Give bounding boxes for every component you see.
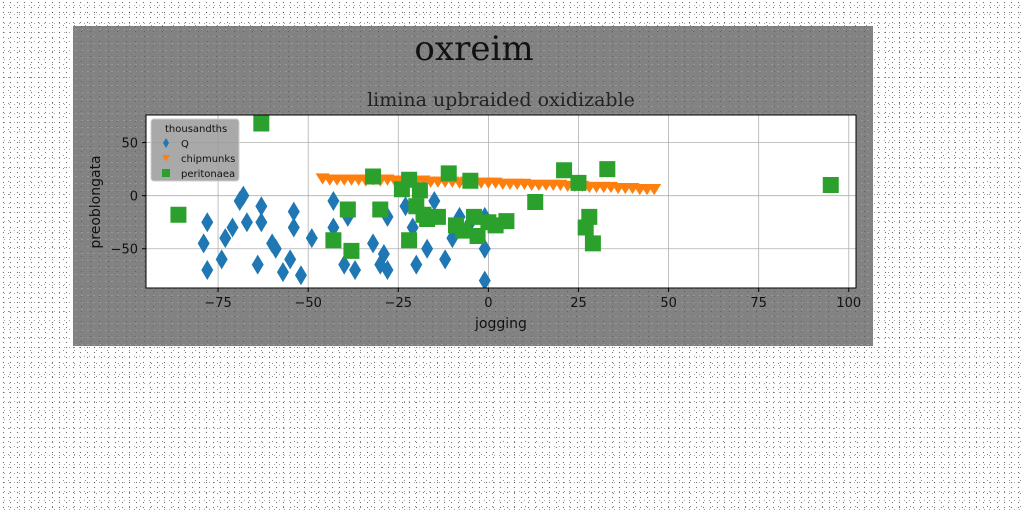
plot-area: −75 −50 −25 0 25 50 75 100 50 0 −50 thousandths Qchi… [111,114,861,311]
data-point [287,201,300,222]
y-tick-label: 50 [121,137,138,152]
data-point [647,184,662,196]
data-point [349,259,362,280]
data-point [372,201,389,218]
data-point [269,238,282,259]
data-point [170,206,187,223]
scatter-chart: oxreim limina upbraided oxidizable −75 −5… [88,29,861,332]
data-point [253,115,270,132]
data-point [343,242,360,259]
data-point [325,232,342,249]
chart-figure: oxreim limina upbraided oxidizable −75 −5… [73,26,873,346]
data-points [170,115,839,288]
data-point [599,161,616,178]
data-point [287,217,300,238]
x-tick-label: 25 [570,296,587,311]
data-point [478,270,491,288]
data-point [266,233,279,254]
plot-background [146,115,856,288]
data-point [215,249,228,270]
legend-marker-q [163,138,169,148]
data-point [462,172,479,189]
data-point [197,233,210,254]
data-point [429,208,446,225]
data-point [294,265,307,286]
data-point [570,174,587,191]
x-tick-label: −25 [385,296,412,311]
data-point [305,228,318,249]
data-point [381,259,394,280]
data-point [251,254,264,275]
data-point [527,194,544,211]
legend-marker-peritonaea [162,169,170,177]
data-point [581,208,598,225]
legend-box [150,118,240,182]
data-point [219,228,232,249]
series-peritonaea [170,115,839,259]
data-point [411,182,428,199]
data-point [469,227,486,244]
y-axis-label: preoblongata [88,155,104,248]
y-tick-label: 0 [130,190,138,205]
x-tick-label: 50 [660,296,677,311]
data-point [237,185,250,206]
data-point [338,254,351,275]
x-tick-label: 75 [750,296,767,311]
data-point [201,212,214,233]
data-point [465,208,482,225]
data-point [255,212,268,233]
data-point [822,177,839,194]
chart-title: oxreim [414,29,533,69]
data-point [556,162,573,179]
data-point [440,165,457,182]
data-point [339,201,356,218]
x-axis-label: jogging [474,316,527,332]
data-point [240,212,253,233]
data-point [428,190,441,211]
data-point [584,235,601,252]
data-point [226,217,239,238]
data-point [284,249,297,270]
data-point [455,222,472,239]
legend-label: Q [181,139,189,150]
data-point [377,244,390,265]
data-point [365,168,382,185]
data-point [276,262,289,283]
x-tick-label: −75 [204,296,231,311]
legend-label: peritonaea [181,169,235,180]
data-point [367,233,380,254]
plot-frame [145,114,857,289]
data-point [410,254,423,275]
y-tick-label: −50 [111,243,138,258]
legend-title: thousandths [165,124,227,135]
data-point [498,213,515,230]
chart-subtitle: limina upbraided oxidizable [367,89,635,111]
data-point [255,196,268,217]
data-point [327,190,340,211]
legend-marker-chipmunks [162,155,170,162]
x-tick-label: 0 [484,296,492,311]
x-tick-label: −50 [294,296,321,311]
data-point [201,259,214,280]
x-tick-label: 100 [836,296,861,311]
data-point [401,232,418,249]
series-q [197,185,491,288]
data-point [439,249,452,270]
legend-label: chipmunks [181,154,235,165]
data-point [421,238,434,259]
